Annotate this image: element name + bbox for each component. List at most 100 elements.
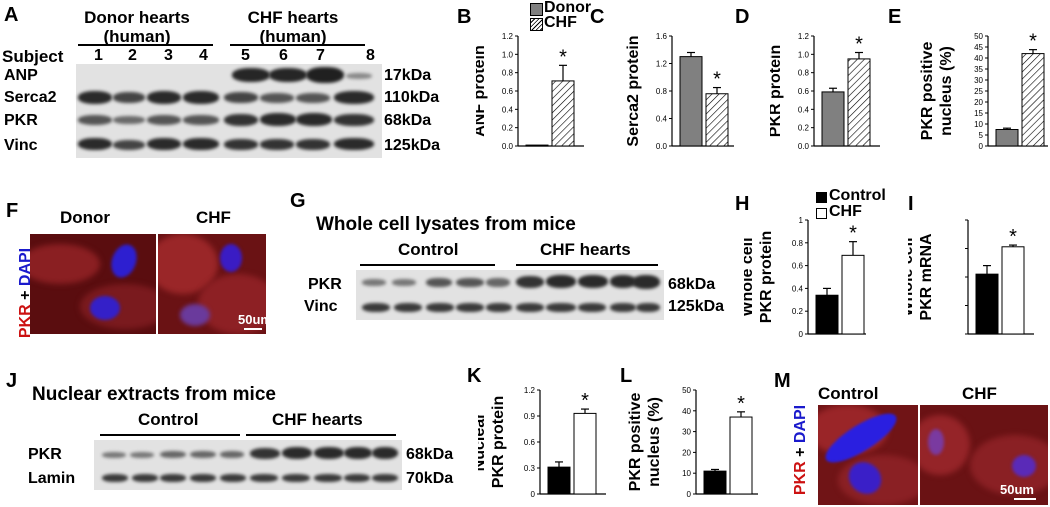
kda-label-j: 68kDa [406, 446, 454, 463]
bar-chart-pkr: PKR protein 0.0 0.2 0.4 0.6 0.8 1.0 1.2 * [770, 32, 880, 151]
panel-label-m: M [774, 370, 791, 392]
y-axis-label: PKR positive [919, 42, 936, 141]
y-tick-label: 45 [974, 43, 983, 52]
y-tick-label: 1.2 [502, 32, 514, 41]
y-tick-label: 0.9 [524, 412, 536, 421]
y-tick-label: 35 [974, 65, 983, 74]
panel-label-h: H [735, 193, 750, 215]
y-tick-label: 30 [974, 76, 983, 85]
protein-label-anp: ANP [4, 67, 38, 84]
bar-control [547, 466, 571, 495]
western-blot-g [356, 270, 664, 320]
y-tick-label: 0.8 [502, 69, 514, 78]
underline-control-j [100, 434, 240, 436]
underline-control-g [360, 264, 495, 266]
subject-number: 1 [94, 47, 103, 64]
y-tick-label: 0.2 [502, 124, 514, 133]
western-blot-j [94, 440, 402, 490]
bar-chf [551, 80, 575, 147]
stain-label-m: PKR + DAPI [792, 404, 809, 496]
micrograph-chf [158, 234, 266, 334]
kda-label: 17kDa [384, 67, 432, 84]
kda-label: 110kDa [384, 89, 440, 106]
y-tick-label: 0.3 [524, 464, 536, 473]
y-tick-label: 1.0 [502, 50, 514, 59]
micro-label-chf-m: CHF [962, 384, 997, 403]
protein-label-lamin-j: Lamin [28, 470, 76, 487]
y-tick-label: 20 [682, 448, 691, 457]
micrograph-donor [30, 234, 156, 334]
y-tick-label: 20 [974, 98, 983, 107]
scale-bar-m [1014, 498, 1036, 500]
underline-chf-g [516, 264, 658, 266]
bar-chart-whole-cell-pkr-protein: Whole cell PKR protein 0 0.2 0.4 0.6 0.8 1 * [744, 216, 866, 339]
subject-number: 4 [199, 47, 208, 64]
panel-label-i: I [908, 193, 914, 215]
protein-label-pkr-j: PKR [28, 446, 62, 463]
micro-label-control: Control [818, 384, 879, 403]
kda-label: 68kDa [384, 112, 432, 129]
y-axis-label: Whole cell [908, 237, 916, 316]
y-tick-label: 0.6 [798, 87, 810, 96]
bar-chart-pkr-nucleus-mice: PKR positive nucleus (%) 0 10 20 30 40 50 * [628, 386, 758, 499]
panel-label-f: F [6, 200, 19, 222]
micrograph-control [818, 405, 918, 505]
y-tick-label: 1 [799, 216, 804, 225]
y-tick-label: 0.6 [524, 438, 536, 447]
y-axis-label: PKR protein [490, 396, 507, 488]
bar-chf [841, 254, 865, 335]
y-tick-label: 0.2 [792, 307, 804, 316]
y-axis-label: Whole cell [744, 237, 756, 316]
chf-underline [230, 44, 365, 46]
legend-swatch-chf [530, 18, 543, 31]
panel-label-b: B [457, 6, 472, 28]
y-axis-label: nucleus (%) [646, 397, 663, 487]
y-tick-label: 1.2 [656, 60, 668, 69]
y-tick-label: 0.2 [798, 124, 810, 133]
y-tick-label: 15 [974, 109, 983, 118]
protein-label-pkr-g: PKR [308, 276, 342, 293]
y-tick-label: 0.6 [502, 87, 514, 96]
bar-control [703, 470, 727, 495]
bar-donor [525, 144, 549, 147]
y-tick-label: 1.0 [798, 50, 810, 59]
title-j: Nuclear extracts from mice [32, 384, 276, 405]
group-label-chf-g: CHF hearts [540, 240, 631, 259]
subject-number: 7 [316, 47, 325, 64]
bar-control [975, 273, 999, 335]
protein-label-vinc: Vinc [4, 137, 38, 154]
group-label-chf-j: CHF hearts [272, 410, 363, 429]
subject-number: 8 [366, 47, 375, 64]
legend-swatch-donor [530, 3, 543, 16]
bar-control [815, 294, 839, 335]
y-tick-label: 40 [682, 407, 691, 416]
y-tick-label: 30 [682, 428, 691, 437]
panel-label-k: K [467, 365, 482, 387]
y-tick-label: 5 [979, 131, 984, 140]
panel-label-l: L [620, 365, 633, 387]
y-tick-label: 0.8 [798, 69, 810, 78]
y-tick-label: 0.4 [502, 105, 514, 114]
legend-label-chf: CHF [544, 14, 577, 31]
y-tick-label: 0.4 [798, 105, 810, 114]
subject-number: 5 [241, 47, 250, 64]
panel-label-e: E [888, 6, 902, 28]
bar-chf [1021, 53, 1045, 147]
micro-label-donor: Donor [60, 208, 111, 227]
underline-chf-j [246, 434, 396, 436]
kda-label-g: 125kDa [668, 298, 725, 315]
y-tick-label: 0 [979, 142, 984, 151]
legend-label-donor: Donor [544, 0, 592, 16]
y-tick-label: 1.2 [524, 386, 536, 395]
y-tick-label: 0.0 [798, 142, 810, 151]
scale-bar-label-m: 50um [1000, 482, 1034, 497]
significance-marker: * [849, 223, 857, 245]
bar-chart-nuclear-pkr-protein: Nuclear PKR protein 0 0.3 0.6 0.9 1.2 * [478, 386, 606, 499]
panel-label-g: G [290, 190, 306, 212]
y-tick-label: 0.0 [502, 142, 514, 151]
panel-label-j: J [6, 370, 18, 392]
subject-number: 2 [128, 47, 137, 64]
panel-label-d: D [735, 6, 750, 28]
bar-chart-anf: ANF protein 0.0 0.2 0.4 0.6 0.8 1.0 1.2 * [476, 32, 584, 151]
title-g: Whole cell lysates from mice [316, 214, 576, 235]
